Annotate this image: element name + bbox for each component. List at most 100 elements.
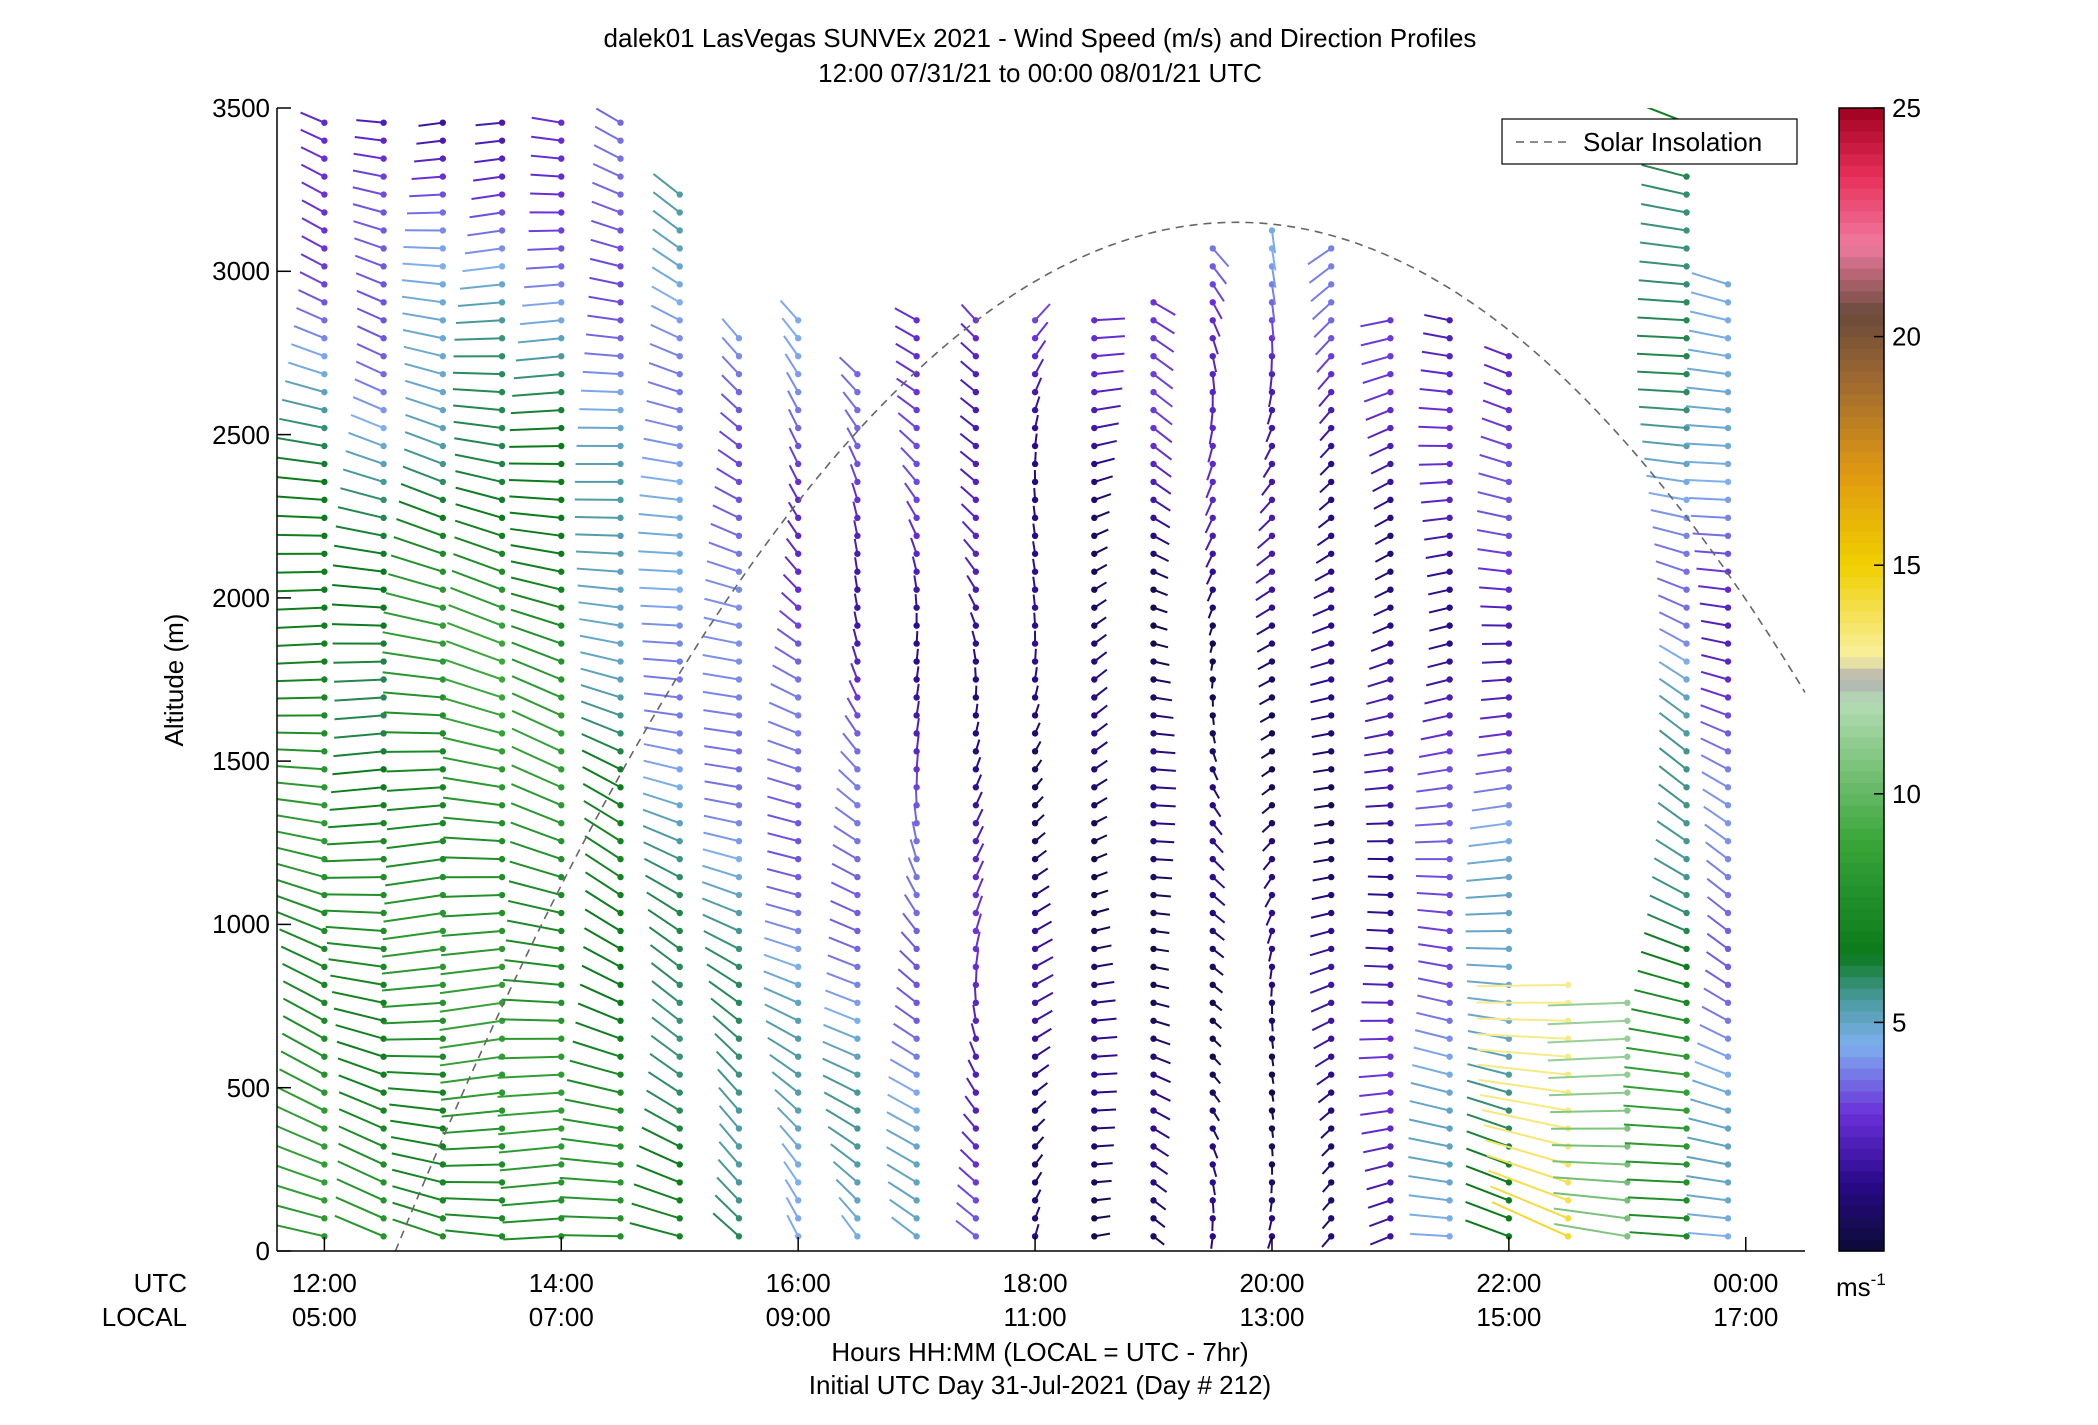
- wind-barb: [562, 1118, 621, 1130]
- colorbar-band: [1839, 1010, 1884, 1023]
- wind-barb: [778, 609, 799, 627]
- wind-barb: [642, 776, 680, 789]
- wind-barb-point: [1328, 802, 1335, 809]
- y-tick-label: 0: [256, 1236, 270, 1266]
- wind-barb-point: [794, 1035, 802, 1042]
- wind-barb: [1470, 822, 1510, 830]
- wind-barb: [1416, 1011, 1450, 1022]
- wind-barb-point: [794, 1143, 802, 1150]
- wind-barb: [1313, 319, 1332, 338]
- wind-barb: [442, 912, 503, 918]
- wind-barb-point: [913, 496, 920, 504]
- wind-barb-point: [439, 766, 447, 773]
- wind-barb: [418, 121, 443, 127]
- wind-barb: [765, 902, 799, 914]
- wind-barb: [767, 720, 799, 735]
- wind-barb: [333, 660, 384, 664]
- wind-barb-point: [676, 478, 683, 486]
- wind-barb-point: [1505, 478, 1513, 486]
- wind-barb-point: [1268, 784, 1276, 791]
- wind-barb: [383, 711, 443, 717]
- wind-barb-point: [1328, 1053, 1335, 1060]
- wind-barb-point: [1624, 1017, 1631, 1024]
- wind-barb: [1428, 606, 1450, 614]
- x-tick-label-local: 11:00: [1004, 1302, 1067, 1332]
- wind-barb-point: [1683, 496, 1690, 504]
- wind-barb-point: [617, 173, 624, 180]
- wind-barb: [1408, 1194, 1450, 1202]
- wind-barb: [1483, 345, 1510, 358]
- wind-barb: [1638, 279, 1687, 286]
- wind-barb-point: [558, 622, 565, 629]
- wind-barbs-layer: [277, 108, 1732, 1249]
- wind-barb: [498, 1145, 562, 1154]
- wind-barb-point: [439, 1017, 447, 1024]
- wind-barb: [1685, 423, 1729, 430]
- wind-barb-point: [1150, 855, 1157, 863]
- wind-barb-point: [498, 317, 506, 324]
- wind-barb: [390, 554, 444, 573]
- wind-barb: [827, 1125, 858, 1148]
- wind-barb-point: [380, 406, 387, 414]
- wind-barb-point: [913, 837, 920, 845]
- wind-barb: [1640, 423, 1687, 430]
- wind-barb-point: [439, 658, 447, 665]
- wind-barb: [324, 876, 384, 879]
- wind-barb: [1687, 1213, 1729, 1220]
- colorbar-band: [1839, 839, 1884, 852]
- wind-barb-point: [735, 496, 743, 504]
- wind-barb-point: [676, 586, 683, 593]
- wind-barb-point: [972, 1053, 980, 1060]
- wind-barb: [1466, 980, 1509, 986]
- wind-barb: [384, 1037, 443, 1041]
- wind-barb-point: [1387, 1017, 1394, 1024]
- wind-barb-point: [321, 406, 328, 414]
- wind-barb: [1034, 956, 1054, 968]
- wind-barb: [510, 544, 562, 555]
- wind-barb-point: [676, 712, 683, 719]
- wind-barb-point: [854, 604, 861, 611]
- wind-barb-point: [1209, 766, 1216, 773]
- wind-barb-point: [1091, 550, 1098, 557]
- wind-barb: [386, 1071, 443, 1076]
- colorbar-band: [1839, 805, 1884, 818]
- wind-barb: [502, 978, 562, 986]
- wind-barb-point: [1683, 730, 1690, 737]
- wind-barb-point: [1387, 568, 1394, 575]
- wind-barb-point: [794, 819, 802, 827]
- wind-barb-point: [1446, 514, 1453, 522]
- wind-barb-point: [854, 1143, 861, 1150]
- wind-barb: [1367, 875, 1391, 879]
- wind-barb-point: [1268, 658, 1276, 665]
- wind-barb-point: [617, 568, 624, 575]
- wind-barb-point: [1724, 550, 1732, 557]
- wind-barb: [382, 1001, 443, 1008]
- wind-barb-point: [1624, 1179, 1631, 1186]
- wind-barb-point: [498, 263, 506, 270]
- wind-barb: [1548, 1073, 1628, 1080]
- wind-barb-point: [439, 1071, 447, 1078]
- y-axis-ticks: 3500 3000 2500 2000 1500 1000 500 0: [212, 93, 291, 1266]
- wind-barb-point: [558, 460, 565, 468]
- wind-barb: [702, 635, 740, 645]
- wind-barb: [889, 1058, 918, 1076]
- wind-barb: [1692, 1079, 1729, 1094]
- wind-barb-point: [794, 406, 802, 414]
- wind-barb-point: [676, 245, 683, 252]
- wind-barb: [282, 962, 325, 986]
- colorbar-band: [1839, 988, 1884, 1001]
- colorbar-band: [1839, 1193, 1884, 1206]
- wind-barb-point: [854, 712, 861, 719]
- wind-barb: [443, 1145, 503, 1151]
- wind-barb-point: [1683, 837, 1690, 845]
- wind-barb: [402, 465, 444, 483]
- wind-barb-point: [1091, 963, 1098, 971]
- wind-barb: [638, 550, 680, 555]
- wind-barb-point: [321, 1089, 328, 1096]
- wind-barb: [1658, 661, 1688, 681]
- wind-barb: [301, 199, 325, 214]
- wind-barb-point: [1724, 802, 1732, 809]
- wind-barb: [1094, 387, 1123, 394]
- wind-barb: [381, 965, 443, 975]
- wind-barb: [779, 1124, 799, 1148]
